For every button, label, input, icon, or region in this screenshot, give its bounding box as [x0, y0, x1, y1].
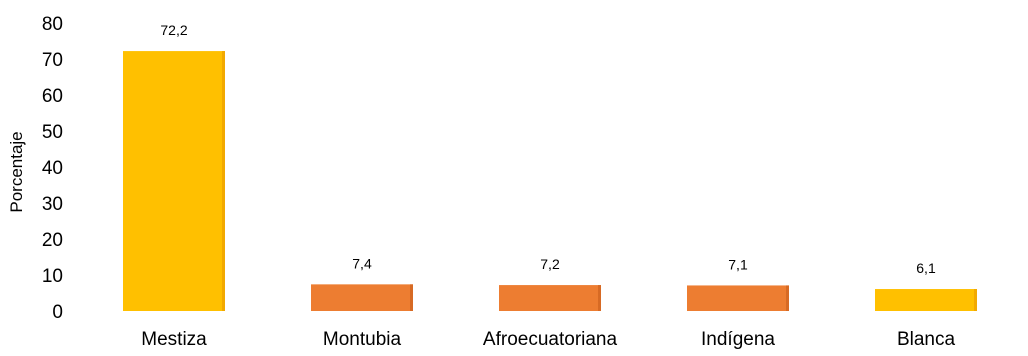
bar-blanca: [875, 289, 977, 311]
bar-indigena: [687, 285, 789, 311]
category-label: Mestiza: [141, 329, 207, 350]
bar-edge-shade: [222, 51, 225, 312]
bar-mestiza: [123, 51, 225, 312]
bar-afroecuatoriana: [499, 285, 601, 311]
data-label: 72,2: [160, 22, 187, 38]
y-tick-label: 70: [42, 50, 63, 71]
data-label: 7,1: [728, 256, 748, 272]
data-label: 6,1: [916, 260, 936, 276]
category-label: Indígena: [701, 329, 775, 350]
bar-edge-shade: [410, 284, 413, 311]
bar-edge-shade: [598, 285, 601, 311]
category-labels-group: Mestiza Montubia Afroecuatoriana Indígena Bl…: [141, 329, 955, 350]
category-label: Montubia: [323, 329, 402, 350]
data-labels-group: 72,2 7,4 7,2 7,1 6,1: [160, 22, 936, 276]
y-tick-label: 30: [42, 194, 63, 215]
y-tick-label: 80: [42, 14, 63, 35]
y-axis-title: Porcentaje: [7, 131, 26, 212]
y-tick-label: 40: [42, 158, 63, 179]
category-label: Blanca: [897, 329, 956, 350]
y-tick-label: 0: [52, 302, 63, 323]
bar-edge-shade: [786, 285, 789, 311]
category-label: Afroecuatoriana: [483, 329, 618, 350]
data-label: 7,4: [352, 255, 372, 271]
y-axis-ticks: 0 10 20 30 40 50 60 70 80: [42, 14, 63, 323]
y-tick-label: 20: [42, 230, 63, 251]
bar-edge-shade: [974, 289, 977, 311]
bars-group: [123, 51, 977, 312]
y-tick-label: 50: [42, 122, 63, 143]
y-tick-label: 10: [42, 266, 63, 287]
bar-montubia: [311, 284, 413, 311]
data-label: 7,2: [540, 256, 560, 272]
y-tick-label: 60: [42, 86, 63, 107]
